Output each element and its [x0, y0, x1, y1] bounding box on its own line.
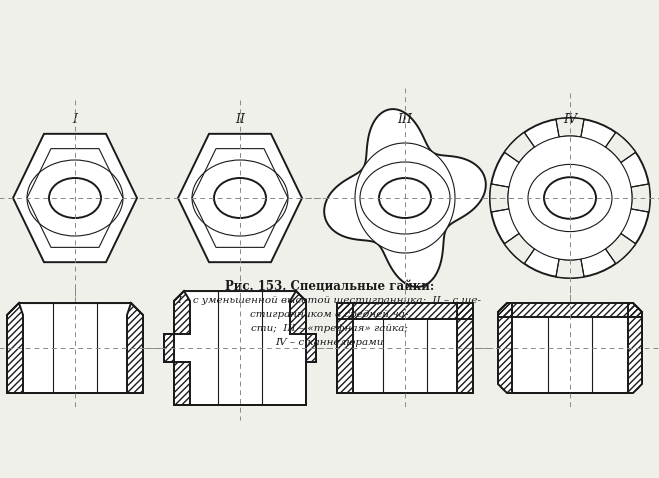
Ellipse shape — [49, 178, 101, 218]
Text: I: I — [72, 112, 78, 126]
Text: Рис. 153. Специальные гайки:: Рис. 153. Специальные гайки: — [225, 280, 434, 293]
Polygon shape — [192, 149, 288, 247]
Polygon shape — [290, 291, 316, 405]
Polygon shape — [13, 134, 137, 262]
Polygon shape — [457, 303, 473, 393]
Ellipse shape — [214, 178, 266, 218]
Polygon shape — [337, 303, 473, 319]
Polygon shape — [606, 233, 636, 264]
Text: стигранником в средней ча-: стигранником в средней ча- — [250, 310, 409, 319]
Polygon shape — [7, 303, 23, 393]
Text: I – с уменьшенной высотой шестигранника;  II – с ше-: I – с уменьшенной высотой шестигранника;… — [177, 295, 482, 304]
Circle shape — [508, 136, 632, 260]
Circle shape — [490, 118, 650, 278]
Polygon shape — [490, 184, 509, 212]
Polygon shape — [498, 303, 642, 317]
Polygon shape — [164, 291, 316, 405]
Polygon shape — [556, 259, 584, 278]
Polygon shape — [504, 233, 534, 264]
Polygon shape — [504, 132, 534, 163]
Text: сти;  III – «трефная» гайка;: сти; III – «трефная» гайка; — [251, 324, 408, 333]
Polygon shape — [127, 303, 143, 393]
Polygon shape — [337, 303, 353, 393]
Polygon shape — [498, 303, 512, 393]
Text: IV – с каннелюрами: IV – с каннелюрами — [275, 337, 384, 347]
Text: III: III — [397, 112, 413, 126]
Polygon shape — [324, 109, 486, 287]
Ellipse shape — [379, 178, 431, 218]
Ellipse shape — [544, 177, 596, 219]
Text: IV: IV — [563, 112, 577, 126]
Polygon shape — [606, 132, 636, 163]
FancyBboxPatch shape — [498, 303, 642, 393]
Polygon shape — [628, 303, 642, 393]
Polygon shape — [556, 118, 584, 137]
Polygon shape — [164, 291, 190, 405]
Text: II: II — [235, 112, 245, 126]
Polygon shape — [27, 149, 123, 247]
Polygon shape — [631, 184, 650, 212]
Polygon shape — [355, 143, 455, 253]
Polygon shape — [178, 134, 302, 262]
Polygon shape — [7, 303, 143, 393]
Polygon shape — [337, 303, 473, 393]
